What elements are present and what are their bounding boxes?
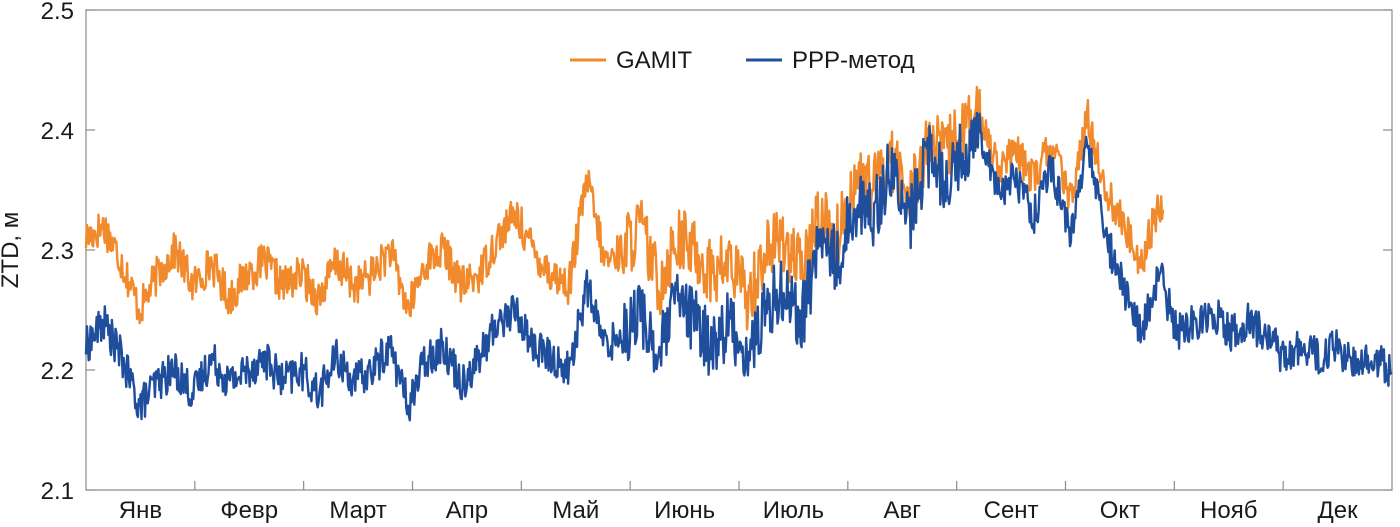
y-axis-title: ZTD, м <box>0 212 24 289</box>
series-layer <box>84 85 1393 422</box>
y-tick-label: 2.1 <box>41 478 74 505</box>
legend-ppp-label: PPP-метод <box>792 47 915 74</box>
x-axis: Янв Февр Март Апр Май Июнь Июль Авг Сент Окт Нояб Д… <box>119 481 1358 524</box>
y-tick-label: 2.2 <box>41 358 74 385</box>
x-tick-label: Март <box>329 497 386 524</box>
y-tick-label: 2.3 <box>41 238 74 265</box>
x-tick-label: Февр <box>220 497 278 524</box>
legend: GAMIT PPP-метод <box>570 47 915 74</box>
y-axis: 2.1 2.2 2.3 2.4 2.5 <box>41 0 1392 505</box>
y-tick-label: 2.4 <box>41 118 74 145</box>
series-line-ppp <box>84 111 1393 422</box>
series-line-gamit <box>84 85 1165 331</box>
x-tick-label: Сент <box>984 497 1039 524</box>
x-tick-label: Нояб <box>1200 497 1257 524</box>
legend-gamit-label: GAMIT <box>616 47 692 74</box>
x-tick-label: Июль <box>763 497 824 524</box>
x-tick-label: Май <box>552 497 599 524</box>
x-tick-label: Янв <box>119 497 162 524</box>
y-tick-label: 2.5 <box>41 0 74 25</box>
x-tick-label: Апр <box>446 497 488 524</box>
x-tick-label: Июнь <box>654 497 715 524</box>
x-tick-label: Авг <box>883 497 921 524</box>
x-tick-label: Окт <box>1100 497 1140 524</box>
x-tick-label: Дек <box>1318 497 1359 524</box>
